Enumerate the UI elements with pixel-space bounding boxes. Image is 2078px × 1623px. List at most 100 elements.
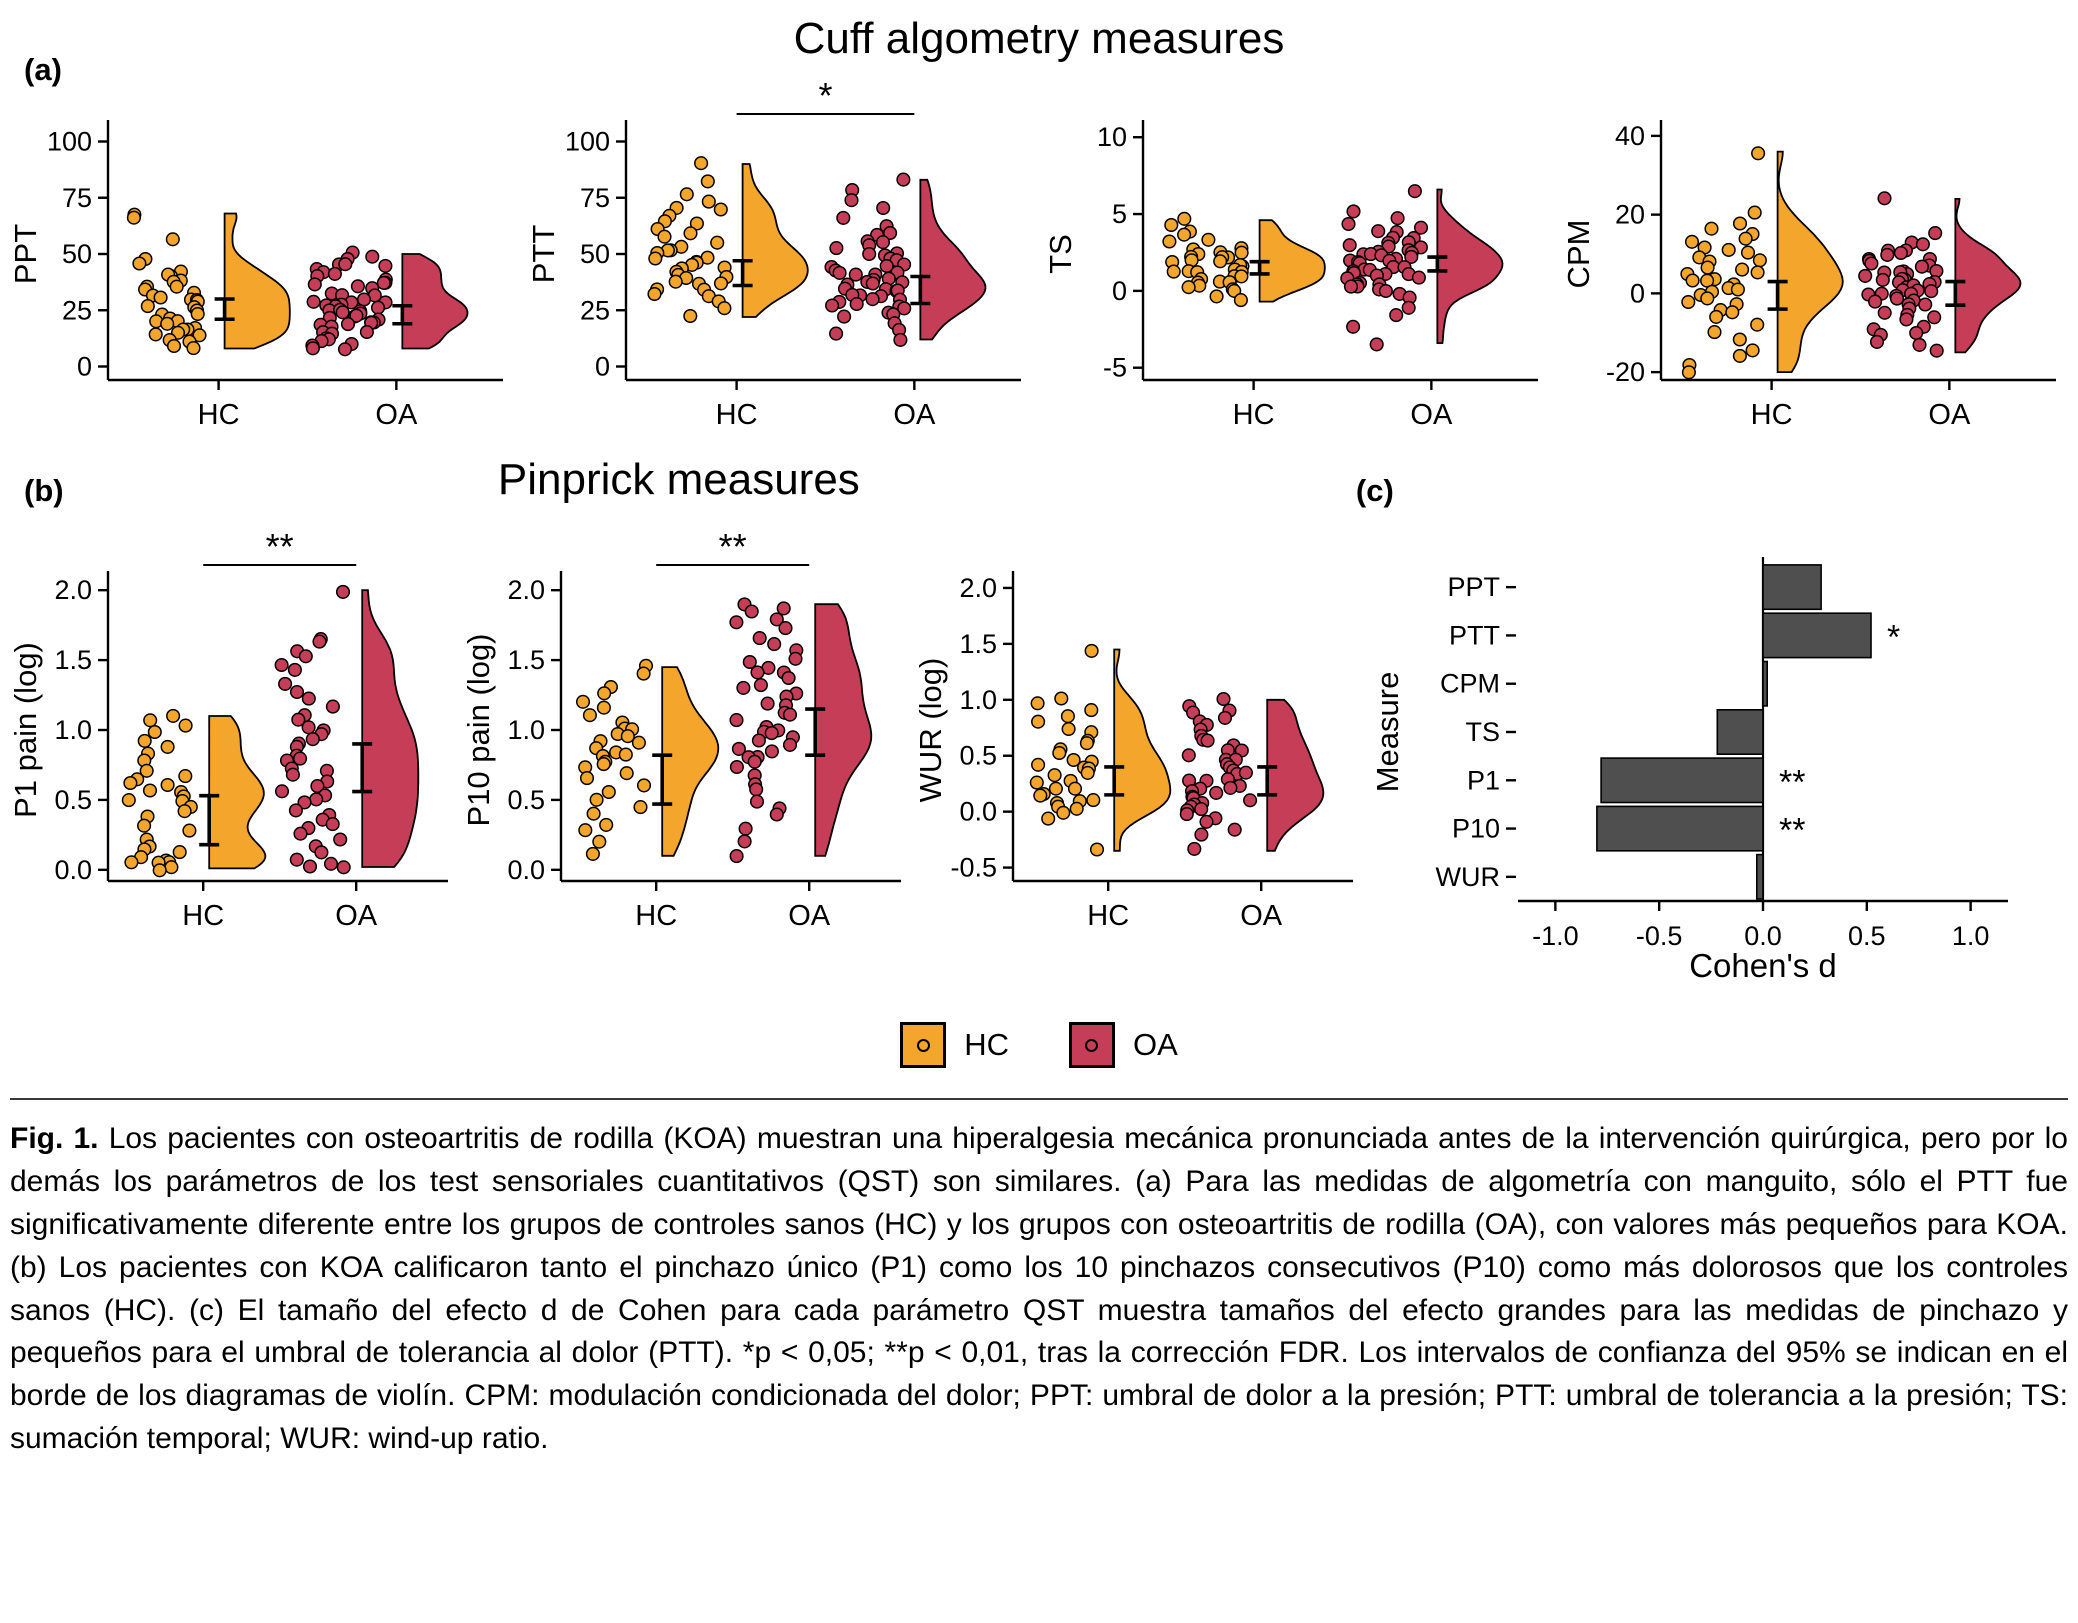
svg-text:0.0: 0.0 <box>1744 921 1782 951</box>
group-oa <box>1858 191 2022 358</box>
svg-text:-1.0: -1.0 <box>1532 921 1579 951</box>
svg-text:*: * <box>818 82 832 116</box>
chart-cpm: -20 0 20 40 HC OA CPM <box>1561 120 2056 431</box>
chart-p1: 0.0 0.5 1.0 1.5 2.0 HC OA P1 pain (log) ** <box>8 526 448 932</box>
group-oa <box>1340 184 1504 352</box>
pinprick-section-title: Pinprick measures <box>497 455 860 504</box>
chart-ts: -5 0 5 10 HC OA TS <box>1043 120 1539 431</box>
bar-row-p10: P10 ** <box>1452 805 1805 852</box>
svg-text:OA: OA <box>893 399 936 431</box>
panel-b-label: (b) <box>24 473 64 508</box>
svg-text:1.5: 1.5 <box>960 629 998 659</box>
svg-text:0.5: 0.5 <box>54 785 92 815</box>
figure-1: Cuff algometry measures (a) 0 25 50 75 100 HC… <box>8 6 2068 1461</box>
svg-text:PPT: PPT <box>1447 572 1500 602</box>
panel-a-label: (a) <box>24 52 62 87</box>
axes: -5 0 5 10 HC OA TS <box>1043 120 1539 431</box>
significance-bracket: ** <box>655 526 809 567</box>
svg-text:P10: P10 <box>1452 814 1500 844</box>
svg-text:TS: TS <box>1465 717 1500 747</box>
svg-text:0: 0 <box>595 352 610 382</box>
svg-text:-0.5: -0.5 <box>951 853 998 883</box>
svg-text:75: 75 <box>580 183 610 213</box>
panel-p10: 0.0 0.5 1.0 1.5 2.0 HC OA P10 pain (log) ** <box>461 523 913 948</box>
svg-text:-5: -5 <box>1103 353 1127 383</box>
cuff-header: Cuff algometry measures (a) <box>10 6 2068 87</box>
svg-text:-20: -20 <box>1606 357 1645 387</box>
panel-ts: -5 0 5 10 HC OA TS <box>1043 82 1550 447</box>
svg-text:P1 pain (log): P1 pain (log) <box>10 642 43 818</box>
group-oa <box>1180 691 1325 856</box>
group-hc <box>1162 211 1327 308</box>
svg-text:1.5: 1.5 <box>54 645 92 675</box>
svg-text:HC: HC <box>182 900 224 932</box>
panel-cpm: -20 0 20 40 HC OA CPM <box>1561 82 2068 447</box>
svg-text:P1: P1 <box>1467 765 1500 795</box>
svg-text:HC: HC <box>635 900 677 932</box>
bar-row-p1: P1 ** <box>1467 757 1805 804</box>
svg-text:HC: HC <box>1233 399 1275 431</box>
axes: 0 25 50 75 100 HC OA PPT <box>8 120 503 431</box>
svg-text:2.0: 2.0 <box>54 575 92 605</box>
group-oa <box>824 172 987 347</box>
svg-text:HC: HC <box>198 399 240 431</box>
svg-text:OA: OA <box>788 900 831 932</box>
group-hc <box>126 207 291 356</box>
group-oa <box>729 597 872 864</box>
chart-wur: -0.5 0.0 0.5 1.0 1.5 2.0 HC OA WUR (log) <box>913 571 1354 932</box>
axes: 0 25 50 75 100 HC OA PTT <box>526 120 1021 431</box>
chart-cohens-d: -1.0 -0.5 0.0 0.5 1.0 Cohen's d Measure PPT PTT *… <box>1370 557 2008 984</box>
bar-row-cpm: CPM <box>1440 660 1768 707</box>
svg-text:*: * <box>1887 618 1900 656</box>
svg-text:0.5: 0.5 <box>507 785 545 815</box>
panel-p1: 0.0 0.5 1.0 1.5 2.0 HC OA P1 pain (log) ** <box>8 523 460 948</box>
panel-cohens-d: -1.0 -0.5 0.0 0.5 1.0 Cohen's d Measure PPT PTT *… <box>1368 523 2068 1008</box>
svg-text:25: 25 <box>62 295 92 325</box>
group-hc <box>647 156 809 324</box>
significance-bracket: * <box>736 75 915 116</box>
svg-text:0.0: 0.0 <box>960 797 998 827</box>
svg-text:25: 25 <box>580 295 610 325</box>
svg-text:10: 10 <box>1097 122 1127 152</box>
svg-text:2.0: 2.0 <box>507 575 545 605</box>
svg-text:WUR (log): WUR (log) <box>915 658 948 803</box>
chart-p10: 0.0 0.5 1.0 1.5 2.0 HC OA P10 pain (log) ** <box>461 526 901 932</box>
legend-swatch-oa <box>1068 1022 1115 1068</box>
svg-text:CPM: CPM <box>1440 669 1500 699</box>
svg-text:0.0: 0.0 <box>507 855 545 885</box>
svg-text:1.5: 1.5 <box>507 645 545 675</box>
svg-text:0: 0 <box>1630 278 1645 308</box>
figure-caption: Fig. 1. Los pacientes con osteoartritis … <box>10 1098 2068 1461</box>
svg-text:1.0: 1.0 <box>54 715 92 745</box>
svg-text:**: ** <box>1779 812 1805 850</box>
svg-text:0.5: 0.5 <box>960 741 998 771</box>
svg-text:40: 40 <box>1615 121 1645 151</box>
svg-text:Cohen's d: Cohen's d <box>1689 947 1837 984</box>
panel-wur: -0.5 0.0 0.5 1.0 1.5 2.0 HC OA WUR (log) <box>913 523 1365 948</box>
svg-text:1.0: 1.0 <box>507 715 545 745</box>
chart-ptt: 0 25 50 75 100 HC OA PTT * <box>526 75 1021 431</box>
svg-text:OA: OA <box>335 900 378 932</box>
legend-item-hc: HC <box>900 1022 1009 1068</box>
svg-text:PTT: PTT <box>528 225 561 284</box>
caption-label: Fig. 1. <box>10 1122 99 1155</box>
group-hc <box>1030 643 1172 857</box>
svg-text:50: 50 <box>580 239 610 269</box>
cuff-panels-row: 0 25 50 75 100 HC OA PPT 0 25 50 75 100 HC OA PTT * -5 0… <box>8 75 2068 447</box>
svg-text:**: ** <box>266 526 294 567</box>
svg-text:1.0: 1.0 <box>960 685 998 715</box>
significance-bracket: ** <box>203 526 357 567</box>
svg-text:50: 50 <box>62 239 92 269</box>
svg-text:5: 5 <box>1112 199 1127 229</box>
axes: 0.0 0.5 1.0 1.5 2.0 HC OA P10 pain (log) <box>461 571 901 932</box>
group-hc <box>575 658 719 861</box>
legend-dot-icon <box>1085 1038 1099 1052</box>
svg-text:TS: TS <box>1045 234 1078 274</box>
svg-text:HC: HC <box>715 399 757 431</box>
svg-text:P10 pain (log): P10 pain (log) <box>463 633 496 826</box>
bar-row-wur: WUR <box>1435 853 1764 900</box>
svg-text:75: 75 <box>62 183 92 213</box>
svg-text:OA: OA <box>1241 900 1284 932</box>
svg-text:OA: OA <box>1411 399 1454 431</box>
axes: 0.0 0.5 1.0 1.5 2.0 HC OA P1 pain (log) <box>8 571 448 932</box>
